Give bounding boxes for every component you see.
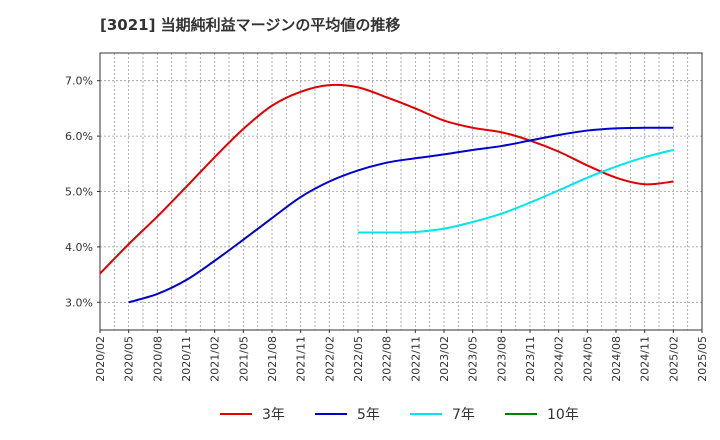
- legend-label: 3年: [262, 407, 285, 423]
- x-tick-label: 2021/08: [266, 336, 279, 382]
- x-tick-label: 2021/11: [295, 336, 308, 382]
- grid-lines: [100, 53, 702, 330]
- x-tick-label: 2024/05: [581, 336, 594, 382]
- chart-legend: 3年 5年 7年 10年: [220, 404, 600, 424]
- legend-swatch: [410, 413, 442, 415]
- x-tick-label: 2025/02: [667, 336, 680, 382]
- x-tick-label: 2022/05: [352, 336, 365, 382]
- x-tick-label: 2023/05: [467, 336, 480, 382]
- legend-label: 5年: [357, 407, 380, 423]
- legend-swatch: [505, 413, 537, 415]
- y-tick-label: 4.0%: [65, 241, 93, 254]
- y-tick-label: 5.0%: [65, 186, 93, 199]
- series-line-3年: [99, 83, 674, 275]
- legend-item: 3年: [220, 404, 315, 424]
- legend-label: 10年: [547, 407, 579, 423]
- x-tick-label: 2023/11: [524, 336, 537, 382]
- x-tick-label: 2020/08: [151, 336, 164, 382]
- legend-swatch: [315, 413, 347, 415]
- x-tick-label: 2023/02: [438, 336, 451, 382]
- x-tick-label: 2022/11: [409, 336, 422, 382]
- chart-title: [3021] 当期純利益マージンの平均値の推移: [100, 16, 401, 34]
- x-tick-label: 2024/02: [553, 336, 566, 382]
- x-tick-label: 2022/08: [381, 336, 394, 382]
- x-tick-label: 2022/02: [323, 336, 336, 382]
- series-line-5年: [128, 126, 674, 304]
- x-tick-label: 2025/05: [696, 336, 709, 382]
- x-tick-label: 2021/05: [237, 336, 250, 382]
- legend-label: 7年: [452, 407, 475, 423]
- legend-swatch: [220, 413, 252, 415]
- series-line-7年: [357, 148, 674, 234]
- x-tick-label: 2024/11: [639, 336, 652, 382]
- x-tick-label: 2021/02: [209, 336, 222, 382]
- legend-item: 10年: [505, 404, 600, 424]
- legend-item: 7年: [410, 404, 505, 424]
- x-tick-label: 2020/05: [123, 336, 136, 382]
- y-tick-label: 6.0%: [65, 130, 93, 143]
- x-tick-label: 2024/08: [610, 336, 623, 382]
- line-chart: 3.0% 4.0% 5.0% 6.0% 7.0% 2020/02 2020/05 2020/0…: [65, 52, 709, 382]
- x-tick-label: 2023/08: [495, 336, 508, 382]
- x-tick-label: 2020/02: [94, 336, 107, 382]
- y-tick-label: 3.0%: [65, 296, 93, 309]
- y-tick-label: 7.0%: [65, 75, 93, 88]
- x-tick-label: 2020/11: [180, 336, 193, 382]
- legend-item: 5年: [315, 404, 410, 424]
